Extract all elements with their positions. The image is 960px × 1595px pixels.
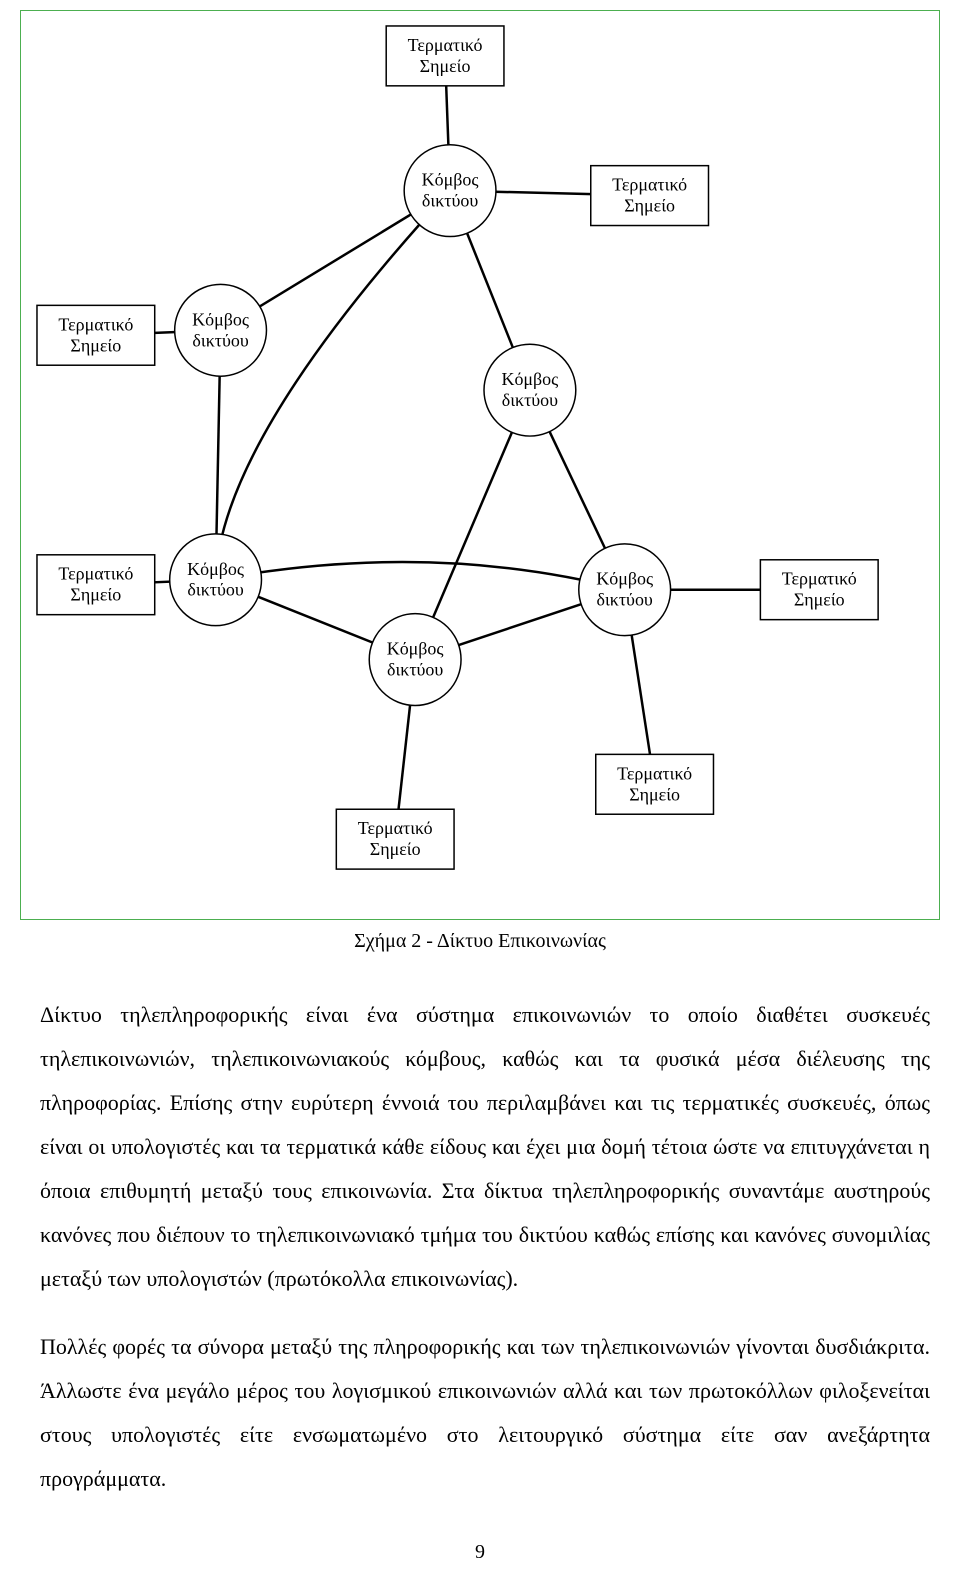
svg-text:δικτύου: δικτύου xyxy=(187,580,243,600)
hub-node: Κόμβοςδικτύου xyxy=(170,534,262,626)
hub-node: Κόμβοςδικτύου xyxy=(579,544,671,636)
hub-node: Κόμβοςδικτύου xyxy=(404,145,496,237)
network-diagram: ΚόμβοςδικτύουΚόμβοςδικτύουΚόμβοςδικτύουΚ… xyxy=(20,10,940,920)
svg-text:Κόμβος: Κόμβος xyxy=(192,309,249,329)
svg-text:Σημείο: Σημείο xyxy=(624,196,675,216)
svg-text:δικτύου: δικτύου xyxy=(387,660,443,680)
terminal-node: ΤερματικόΣημείο xyxy=(336,809,454,869)
terminal-node: ΤερματικόΣημείο xyxy=(37,305,155,365)
svg-text:Σημείο: Σημείο xyxy=(794,590,845,610)
svg-text:Κόμβος: Κόμβος xyxy=(187,559,244,579)
diagram-svg: ΚόμβοςδικτύουΚόμβοςδικτύουΚόμβοςδικτύουΚ… xyxy=(21,11,939,919)
svg-text:Τερματικό: Τερματικό xyxy=(58,314,133,334)
edge xyxy=(216,191,450,580)
terminal-node: ΤερματικόΣημείο xyxy=(596,754,714,814)
svg-text:Κόμβος: Κόμβος xyxy=(387,639,444,659)
svg-text:δικτύου: δικτύου xyxy=(422,191,478,211)
svg-text:Σημείο: Σημείο xyxy=(370,839,421,859)
svg-text:Τερματικό: Τερματικό xyxy=(358,818,433,838)
terminal-node: ΤερματικόΣημείο xyxy=(591,166,709,226)
hub-node: Κόμβοςδικτύου xyxy=(175,284,267,376)
figure-caption: Σχήμα 2 - Δίκτυο Επικοινωνίας xyxy=(0,930,960,953)
svg-text:Σημείο: Σημείο xyxy=(70,585,121,605)
terminal-node: ΤερματικόΣημείο xyxy=(760,560,878,620)
svg-text:Τερματικό: Τερματικό xyxy=(617,763,692,783)
svg-text:Τερματικό: Τερματικό xyxy=(408,35,483,55)
terminal-node: ΤερματικόΣημείο xyxy=(386,26,504,86)
svg-text:Σημείο: Σημείο xyxy=(70,335,121,355)
svg-text:δικτύου: δικτύου xyxy=(502,390,558,410)
svg-text:Κόμβος: Κόμβος xyxy=(422,170,479,190)
hub-node: Κόμβοςδικτύου xyxy=(369,614,461,706)
svg-text:δικτύου: δικτύου xyxy=(597,590,653,610)
paragraph-2: Πολλές φορές τα σύνορα μεταξύ της πληροφ… xyxy=(0,1325,960,1501)
terminal-node: ΤερματικόΣημείο xyxy=(37,555,155,615)
page-number: 9 xyxy=(0,1541,960,1584)
svg-text:Κόμβος: Κόμβος xyxy=(596,569,653,589)
svg-text:Τερματικό: Τερματικό xyxy=(612,175,687,195)
svg-text:Τερματικό: Τερματικό xyxy=(782,569,857,589)
svg-text:Σημείο: Σημείο xyxy=(420,56,471,76)
paragraph-1: Δίκτυο τηλεπληροφορικής είναι ένα σύστημ… xyxy=(0,993,960,1301)
svg-text:Σημείο: Σημείο xyxy=(629,784,680,804)
svg-text:Κόμβος: Κόμβος xyxy=(501,369,558,389)
svg-text:δικτύου: δικτύου xyxy=(192,330,248,350)
edge xyxy=(216,562,625,590)
hub-node: Κόμβοςδικτύου xyxy=(484,344,576,436)
svg-text:Τερματικό: Τερματικό xyxy=(58,564,133,584)
